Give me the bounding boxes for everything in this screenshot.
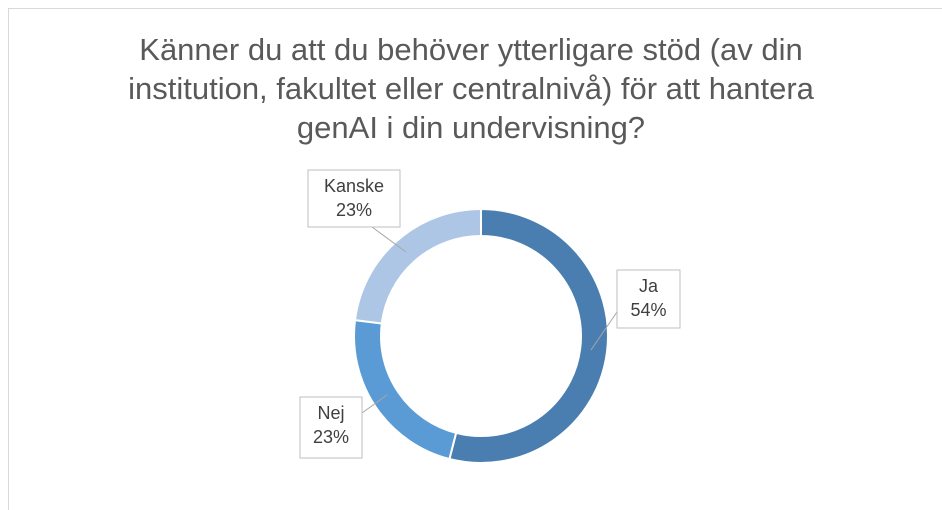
data-label-value: 54% <box>630 300 666 320</box>
label-box <box>616 269 681 329</box>
data-label-value: 23% <box>313 427 349 447</box>
donut-slice <box>353 318 458 461</box>
chart-title: Känner du att du behöver ytterligare stö… <box>128 32 814 145</box>
chart-frame <box>8 8 942 510</box>
leader-line <box>371 226 407 253</box>
leader-line <box>361 394 388 414</box>
donut-slice <box>448 207 609 464</box>
label-box <box>299 396 363 459</box>
donut-slice <box>353 207 482 325</box>
label-box <box>307 169 401 228</box>
leader-line <box>590 311 618 351</box>
data-label-category: Kanske <box>324 176 384 196</box>
data-label-category: Ja <box>639 276 659 296</box>
data-label-value: 23% <box>336 200 372 220</box>
data-label-category: Nej <box>317 403 344 423</box>
